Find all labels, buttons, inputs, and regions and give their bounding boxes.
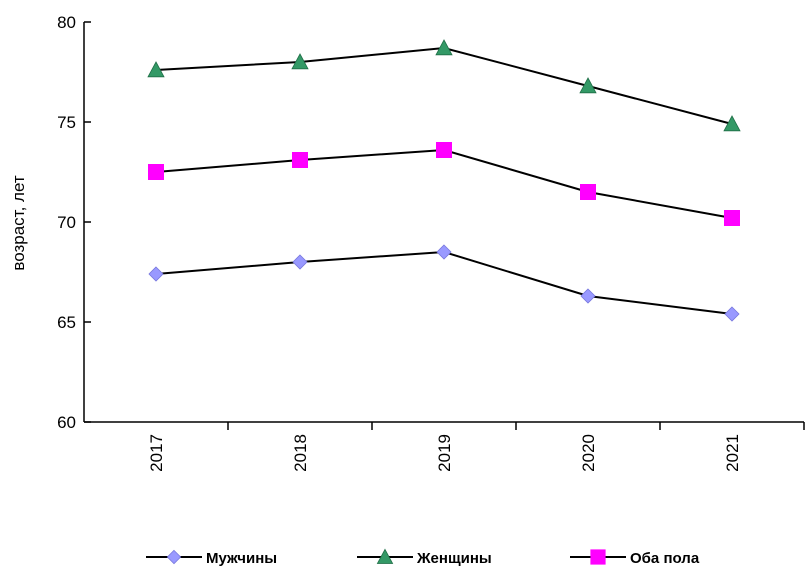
square-marker bbox=[590, 549, 606, 565]
y-tick-label: 70 bbox=[57, 213, 76, 232]
y-tick-label: 65 bbox=[57, 313, 76, 332]
data-point bbox=[580, 184, 596, 200]
data-point bbox=[723, 115, 741, 132]
y-axis-title: возраст, лет bbox=[9, 175, 28, 270]
x-tick-label: 2019 bbox=[435, 434, 454, 472]
data-point bbox=[148, 266, 164, 282]
data-point bbox=[436, 244, 452, 260]
axes: 60 65 70 75 80 2017 2018 2019 2020 2021 bbox=[57, 13, 805, 472]
series-3 bbox=[148, 142, 740, 226]
triangle-marker bbox=[376, 548, 394, 564]
data-point bbox=[724, 210, 740, 226]
data-point bbox=[436, 142, 452, 158]
data-point bbox=[148, 164, 164, 180]
x-tick-label: 2020 bbox=[579, 434, 598, 472]
legend-label: Мужчины bbox=[206, 550, 277, 567]
legend-item: Мужчины bbox=[146, 549, 277, 567]
series-line bbox=[155, 46, 733, 125]
x-tick-label: 2021 bbox=[723, 434, 742, 472]
y-tick-label: 60 bbox=[57, 413, 76, 432]
series-layer bbox=[147, 39, 741, 322]
series-line bbox=[155, 250, 733, 315]
y-tick-label: 75 bbox=[57, 113, 76, 132]
y-tick-label: 80 bbox=[57, 13, 76, 32]
x-tick-label: 2018 bbox=[291, 434, 310, 472]
data-point bbox=[147, 61, 165, 78]
data-point bbox=[292, 254, 308, 270]
data-point bbox=[579, 77, 597, 94]
diamond-marker bbox=[166, 549, 182, 565]
data-point bbox=[724, 306, 740, 322]
legend-label: Женщины bbox=[416, 550, 492, 567]
data-point bbox=[435, 39, 453, 56]
series-1 bbox=[148, 244, 740, 322]
legend-item: Женщины bbox=[357, 548, 492, 567]
series-2 bbox=[147, 39, 741, 132]
x-tick-label: 2017 bbox=[147, 434, 166, 472]
legend-label: Оба пола bbox=[630, 550, 700, 567]
legend-item: Оба пола bbox=[570, 549, 700, 567]
data-point bbox=[292, 152, 308, 168]
data-point bbox=[580, 288, 596, 304]
legend: Мужчины Женщины Оба пола bbox=[146, 548, 700, 567]
series-line bbox=[155, 148, 733, 219]
data-point bbox=[291, 53, 309, 70]
